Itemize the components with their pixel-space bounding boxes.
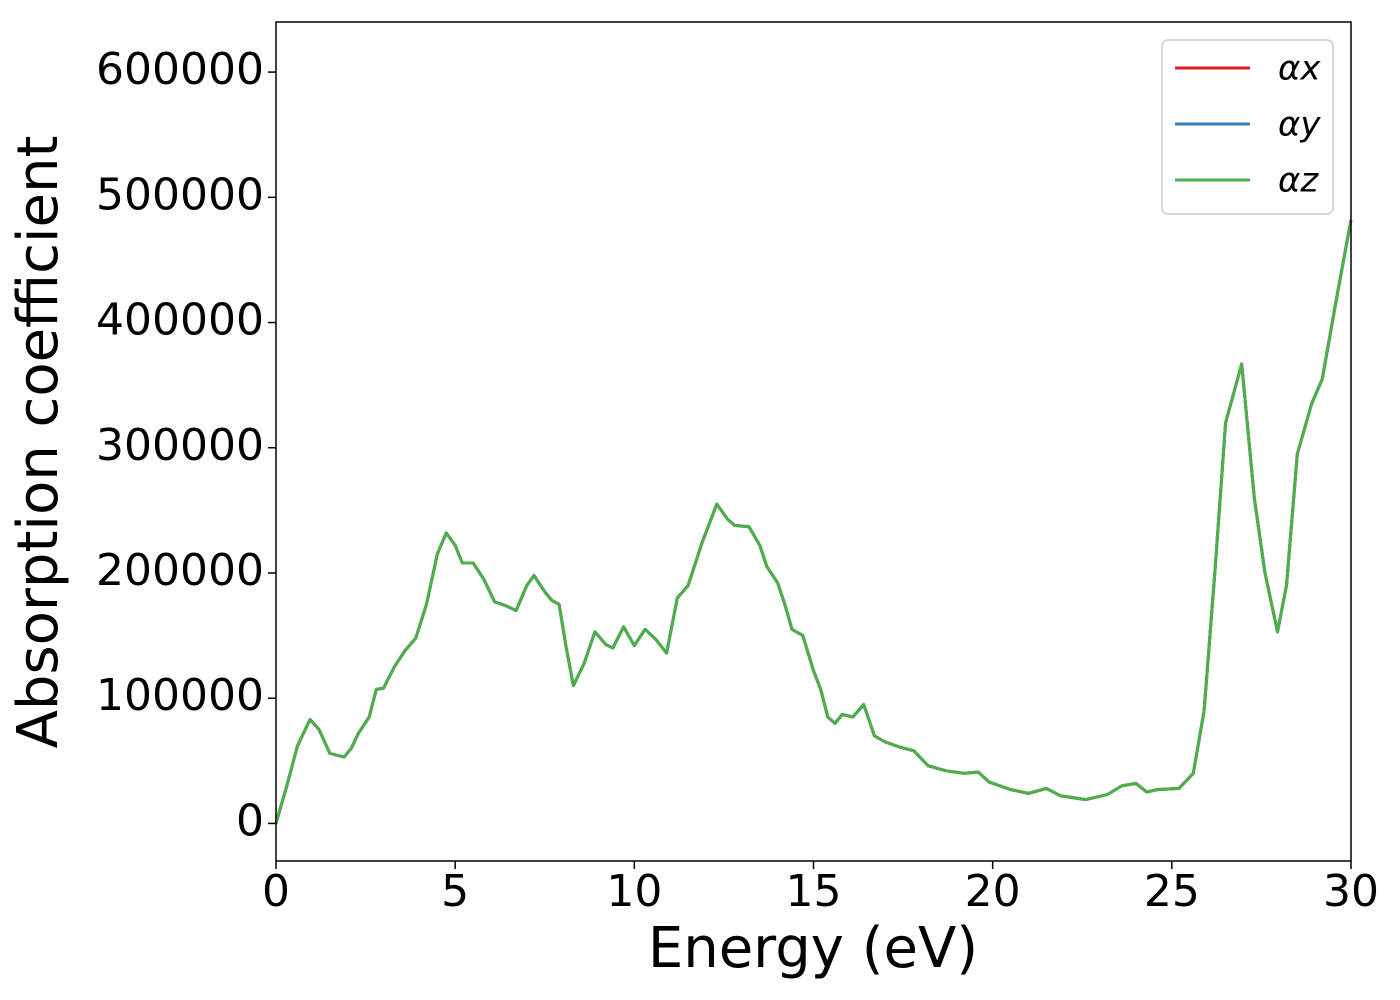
- y-axis-label: Absorption coefficient: [6, 136, 71, 749]
- legend-label: αy: [1278, 105, 1321, 145]
- plot-frame: [275, 21, 1352, 862]
- y-tick-label: 600000: [96, 44, 264, 95]
- y-tick-label: 500000: [96, 169, 264, 220]
- series-line: [274, 219, 1353, 824]
- legend-label: αx: [1278, 49, 1321, 89]
- x-tick-label: 15: [786, 866, 842, 917]
- y-tick-label: 400000: [96, 295, 264, 346]
- legend-box: [1161, 39, 1334, 215]
- x-axis-label: Energy (eV): [648, 916, 978, 981]
- x-tick-label: 30: [1323, 866, 1379, 917]
- x-tick-label: 0: [262, 866, 290, 917]
- x-tick-label: 10: [606, 866, 662, 917]
- x-tick-label: 5: [441, 866, 469, 917]
- y-tick-label: 200000: [96, 545, 264, 596]
- y-tick-label: 0: [236, 795, 264, 846]
- series-line: [274, 219, 1353, 824]
- legend-label: αz: [1278, 161, 1319, 201]
- x-tick-label: 25: [1144, 866, 1200, 917]
- y-tick-label: 300000: [96, 420, 264, 471]
- series-line: [274, 219, 1353, 824]
- y-tick-label: 100000: [96, 670, 264, 721]
- x-tick-label: 20: [965, 866, 1021, 917]
